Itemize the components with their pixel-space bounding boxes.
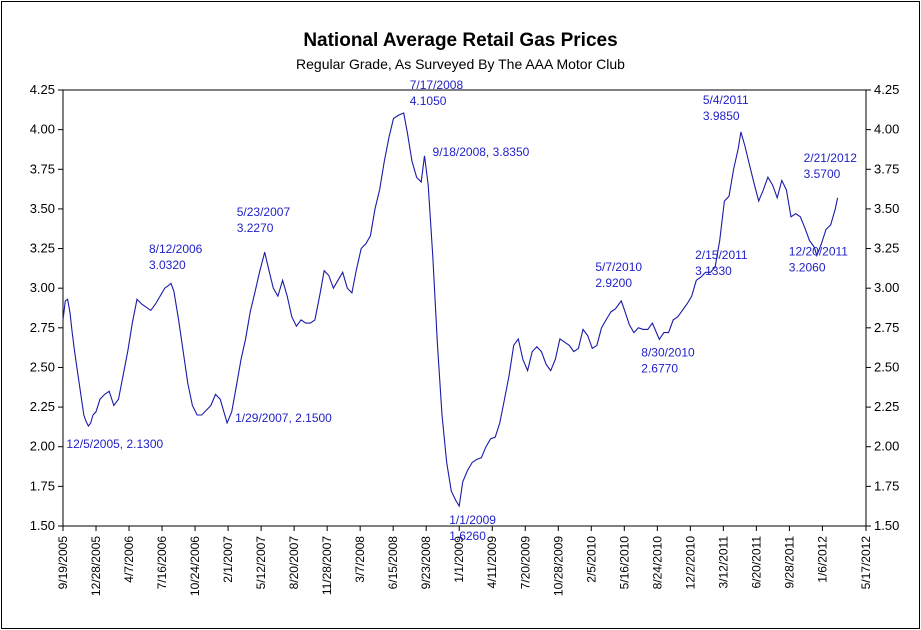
x-tick-label: 6/20/2011 xyxy=(749,536,763,589)
y-tick-label-right: 2.50 xyxy=(874,359,899,374)
y-tick-label-right: 4.25 xyxy=(874,82,899,97)
annotation-label: 1/1/2009 xyxy=(449,513,496,527)
annotation-label: 3.5700 xyxy=(804,167,841,181)
y-tick-label-left: 3.75 xyxy=(30,161,55,176)
chart-title: National Average Retail Gas Prices xyxy=(303,30,618,51)
annotation-label: 3.9850 xyxy=(703,109,740,123)
annotation-label: 5/7/2010 xyxy=(595,260,642,274)
annotation-label: 8/30/2010 xyxy=(641,345,695,359)
chart-subtitle: Regular Grade, As Surveyed By The AAA Mo… xyxy=(296,56,625,72)
x-tick-label: 1/6/2012 xyxy=(815,536,829,583)
x-tick-label: 9/23/2008 xyxy=(419,536,433,590)
annotation-label: 9/18/2008, 3.8350 xyxy=(433,145,530,159)
x-tick-label: 2/5/2010 xyxy=(584,536,598,583)
y-tick-label-left: 1.75 xyxy=(30,478,55,493)
y-tick-label-right: 1.75 xyxy=(874,478,899,493)
x-tick-label: 9/28/2011 xyxy=(782,536,796,589)
x-tick-label: 10/24/2006 xyxy=(188,536,202,596)
annotation-label: 5/4/2011 xyxy=(703,93,749,107)
x-tick-label: 1/1/2009 xyxy=(452,536,466,583)
x-tick-label: 3/7/2008 xyxy=(353,536,367,583)
x-tick-label: 5/16/2010 xyxy=(617,536,631,590)
y-tick-label-right: 2.00 xyxy=(874,439,899,454)
plot-area xyxy=(62,89,867,527)
y-axis-left: 1.50 1.75 2.00 2.25 2.50 2.75 3.00 3.25 3.50 3.75… xyxy=(30,82,63,533)
x-tick-label: 3/12/2011 xyxy=(716,536,730,589)
annotation-label: 1.6260 xyxy=(449,529,486,543)
x-tick-label: 7/16/2006 xyxy=(155,536,169,590)
x-tick-label: 4/7/2006 xyxy=(122,536,136,583)
y-tick-label-left: 3.25 xyxy=(30,241,55,256)
y-axis-right: 1.50 1.75 2.00 2.25 2.50 2.75 3.00 3.25 3.50 3.75… xyxy=(866,82,899,533)
x-tick-label: 9/19/2005 xyxy=(56,536,70,590)
y-tick-label-left: 2.50 xyxy=(30,359,55,374)
y-tick-label-left: 4.00 xyxy=(30,122,55,137)
annotations: 12/5/2005, 2.1300 8/12/2006 3.0320 1/29/200… xyxy=(66,78,857,543)
annotation-label: 12/5/2005, 2.1300 xyxy=(66,437,163,451)
y-tick-label-left: 2.25 xyxy=(30,399,55,414)
annotation-label: 3.1330 xyxy=(695,264,732,278)
annotation-label: 4.1050 xyxy=(410,94,447,108)
y-tick-label-left: 2.00 xyxy=(30,439,55,454)
annotation-label: 5/23/2007 xyxy=(237,205,291,219)
annotation-label: 2.9200 xyxy=(595,276,632,290)
x-tick-label: 6/15/2008 xyxy=(386,536,400,590)
annotation-label: 2/15/2011 xyxy=(695,248,748,262)
annotation-label: 2.6770 xyxy=(641,361,678,375)
y-tick-label-right: 3.25 xyxy=(874,241,899,256)
annotation-label: 8/12/2006 xyxy=(149,242,203,256)
y-tick-label-left: 3.50 xyxy=(30,201,55,216)
x-tick-label: 2/1/2007 xyxy=(221,536,235,583)
annotation-label: 12/20/2011 xyxy=(789,245,848,259)
x-axis: 9/19/2005 12/28/2005 4/7/2006 7/16/2006 10/2… xyxy=(56,526,873,596)
y-tick-label-right: 1.50 xyxy=(874,518,899,533)
x-tick-label: 5/12/2007 xyxy=(254,536,268,590)
annotation-label: 3.0320 xyxy=(149,258,186,272)
x-tick-label: 7/20/2009 xyxy=(518,536,532,590)
x-tick-label: 8/20/2007 xyxy=(287,536,301,590)
x-tick-label: 11/28/2007 xyxy=(320,536,334,595)
y-tick-label-left: 3.00 xyxy=(30,280,55,295)
x-tick-label: 8/24/2010 xyxy=(650,536,664,590)
y-tick-label-right: 3.75 xyxy=(874,161,899,176)
x-tick-label: 12/2/2010 xyxy=(683,536,697,590)
x-tick-label: 4/11/2009 xyxy=(485,536,499,589)
y-tick-label-left: 1.50 xyxy=(30,518,55,533)
x-tick-label: 12/28/2005 xyxy=(89,536,103,596)
y-tick-label-right: 2.25 xyxy=(874,399,899,414)
annotation-label: 2/21/2012 xyxy=(804,151,858,165)
x-tick-label: 5/17/2012 xyxy=(859,536,873,590)
y-tick-label-right: 3.00 xyxy=(874,280,899,295)
x-tick-label: 10/28/2009 xyxy=(551,536,565,596)
annotation-label: 7/17/2008 xyxy=(410,78,464,92)
y-tick-label-right: 3.50 xyxy=(874,201,899,216)
series-line xyxy=(62,112,839,508)
y-tick-label-left: 4.25 xyxy=(30,82,55,97)
y-tick-label-right: 4.00 xyxy=(874,122,899,137)
y-tick-label-left: 2.75 xyxy=(30,320,55,335)
annotation-label: 1/29/2007, 2.1500 xyxy=(235,411,332,425)
annotation-label: 3.2270 xyxy=(237,221,274,235)
y-tick-label-right: 2.75 xyxy=(874,320,899,335)
annotation-label: 3.2060 xyxy=(789,261,826,275)
